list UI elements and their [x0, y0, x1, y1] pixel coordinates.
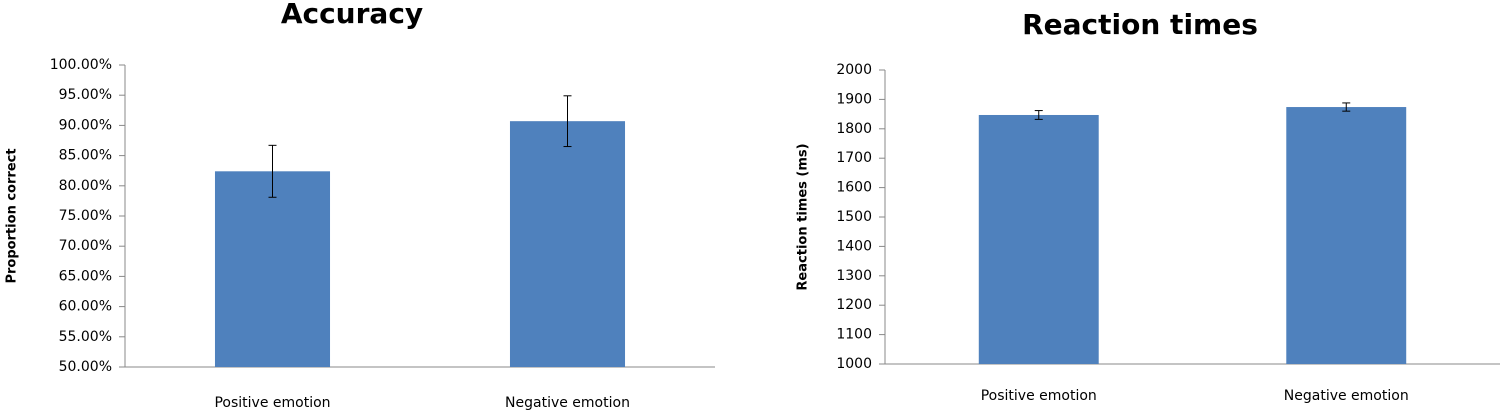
y-tick-label: 100.00%: [50, 57, 112, 73]
y-tick-label: 2000: [836, 62, 872, 78]
chart-title: Reaction times: [1022, 8, 1258, 41]
y-tick-label: 1000: [836, 356, 872, 372]
y-tick-label: 75.00%: [59, 208, 112, 224]
x-tick-label: Positive emotion: [214, 395, 330, 411]
y-tick-label: 1200: [836, 297, 872, 313]
y-tick-label: 85.00%: [59, 148, 112, 164]
y-axis-label: Proportion correct: [5, 148, 20, 283]
y-tick-label: 1300: [836, 268, 872, 284]
bar: [214, 171, 331, 367]
chart-title: Accuracy: [281, 0, 423, 30]
y-axis-label: Reaction times (ms): [796, 143, 811, 290]
y-tick-label: 1600: [836, 180, 872, 196]
y-tick-label: 70.00%: [59, 238, 112, 254]
y-tick-label: 1100: [836, 327, 872, 343]
y-tick-label: 95.00%: [59, 87, 112, 103]
y-tick-label: 80.00%: [59, 178, 112, 194]
y-tick-label: 1900: [836, 91, 872, 107]
x-tick-label: Negative emotion: [505, 395, 630, 411]
y-tick-label: 55.00%: [59, 329, 112, 345]
bar: [1286, 107, 1407, 364]
x-tick-label: Negative emotion: [1284, 388, 1409, 404]
x-tick-label: Positive emotion: [981, 388, 1097, 404]
y-tick-label: 65.00%: [59, 268, 112, 284]
bar: [509, 121, 626, 367]
y-tick-label: 1400: [836, 238, 872, 254]
y-tick-label: 50.00%: [59, 359, 112, 375]
y-tick-label: 1800: [836, 121, 872, 137]
y-tick-label: 1500: [836, 209, 872, 225]
y-tick-label: 90.00%: [59, 117, 112, 133]
y-tick-label: 1700: [836, 150, 872, 166]
bar: [978, 114, 1099, 365]
y-tick-label: 60.00%: [59, 299, 112, 315]
